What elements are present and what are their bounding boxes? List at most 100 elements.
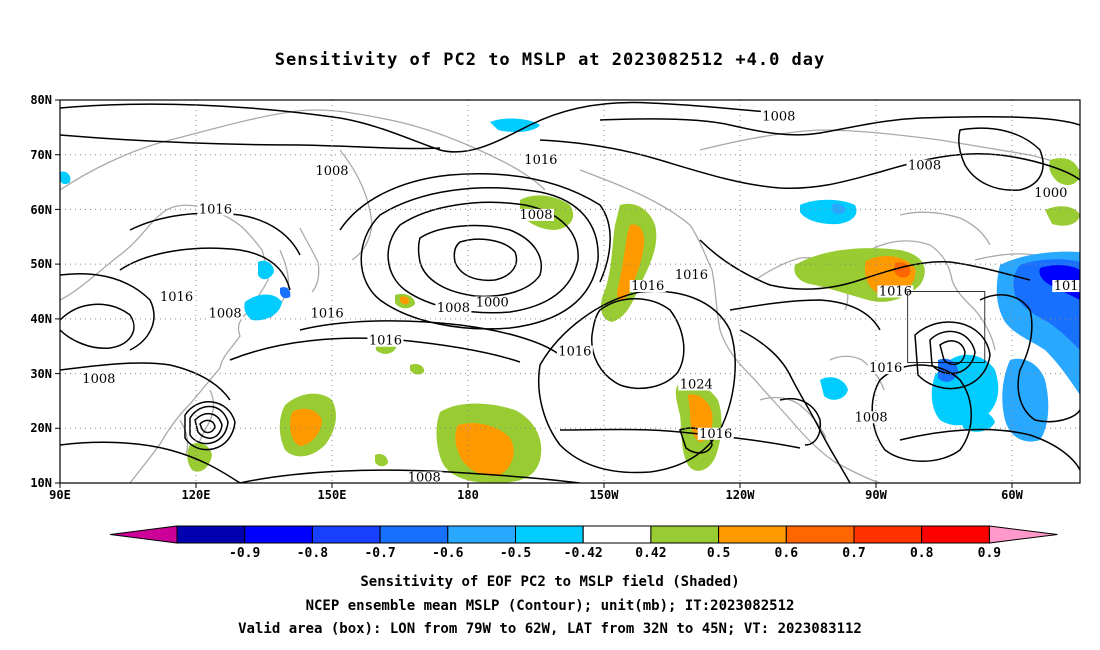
lon-label-90e: 90E (49, 488, 71, 502)
colorbar-high-triangle (988, 525, 1058, 544)
colorbar-segment (515, 525, 584, 544)
contour-labels: 1008 1016 1008 1008 1000 1016 1008 1016 1016 1008… (80, 109, 1087, 486)
contour-label: 1016 (369, 334, 402, 349)
contour-label-bg (556, 345, 593, 358)
contour-label: 1008 (519, 208, 552, 223)
latitude-labels: 80N 70N 60N 50N 40N 30N 20N 10N (30, 93, 52, 490)
colorbar: -0.9 -0.8 -0.7 -0.6 -0.5 -0.42 0.42 0.5 0.6 0.7 0.… (109, 525, 1058, 561)
contour-label: 1016 (631, 279, 664, 294)
colorbar-label: -0.5 (500, 546, 531, 561)
contour-label: 1016 (558, 345, 591, 360)
contour-label-bg (673, 269, 710, 282)
colorbar-segment (379, 525, 449, 544)
colorbar-segment (921, 525, 990, 544)
contour-label-bg (406, 471, 443, 483)
lon-label-180: 180 (457, 488, 479, 502)
contour-label: 1016 (675, 268, 708, 283)
contour-label-bg (314, 165, 350, 178)
lon-label-60w: 60W (1001, 488, 1023, 502)
contour-label-bg (853, 411, 890, 424)
lat-label-80n: 80N (30, 93, 52, 107)
contour-label-bg (158, 290, 195, 303)
lon-label-150w: 150W (590, 488, 620, 502)
lat-label-20n: 20N (30, 421, 52, 435)
colorbar-segment (650, 525, 720, 544)
contour-label-bg (80, 373, 117, 386)
colorbar-segment (311, 525, 381, 544)
contour-label-bg (522, 154, 559, 167)
colorbar-segment (176, 525, 246, 544)
colorbar-label: 0.8 (910, 546, 934, 561)
axis-ticks (55, 99, 1013, 488)
caption-contour: NCEP ensemble mean MSLP (Contour); unit(… (305, 598, 795, 614)
lat-label-40n: 40N (30, 312, 52, 326)
plot-title: Sensitivity of PC2 to MSLP at 2023082512… (274, 50, 826, 70)
contour-label: 1008 (82, 372, 115, 387)
lon-label-120w: 120W (726, 488, 756, 502)
contour-label: 1016 (524, 153, 557, 168)
colorbar-label: -0.9 (229, 546, 260, 561)
contour-label: 1016 (879, 285, 912, 300)
colorbar-segment (582, 525, 652, 544)
caption-valid-area: Valid area (box): LON from 79W to 62W, L… (238, 621, 862, 637)
contour-label: 1000 (1034, 186, 1067, 201)
contour-label: 1016 (199, 202, 232, 217)
lat-label-10n: 10N (30, 476, 52, 490)
contour-label-bg (1052, 280, 1080, 293)
contour-label: 1008 (908, 159, 941, 174)
contour-label-bg (906, 159, 943, 172)
contour-label: 1016 (869, 361, 902, 376)
lat-label-70n: 70N (30, 148, 52, 162)
mslp-contours (60, 101, 1080, 483)
contour-label: 1000 (476, 295, 509, 310)
colorbar-label: -0.7 (364, 546, 395, 561)
contour-label-bg (207, 307, 244, 320)
contour-label-bg (309, 307, 346, 320)
colorbar-label: -0.6 (432, 546, 463, 561)
contour-label-bg (697, 427, 734, 440)
contour-label-bg (877, 285, 914, 298)
colorbar-segment (853, 525, 923, 544)
colorbar-segment (785, 525, 855, 544)
contour-label: 1016 (1054, 279, 1087, 294)
lat-label-30n: 30N (30, 367, 52, 381)
contour-label: 1016 (311, 306, 344, 321)
colorbar-label: 0.9 (978, 546, 1001, 561)
contour-label: 1008 (408, 471, 441, 486)
contour-label: 1008 (437, 301, 470, 316)
colorbar-label: 0.5 (707, 546, 730, 561)
contour-label: 1016 (160, 290, 193, 305)
lat-label-50n: 50N (30, 257, 52, 271)
contour-label-bg (518, 208, 554, 221)
contour-label-bg (678, 378, 715, 391)
caption-shading: Sensitivity of EOF PC2 to MSLP field (Sh… (360, 574, 740, 590)
contour-label-bg (474, 296, 511, 309)
lon-label-150e: 150E (318, 488, 347, 502)
colorbar-label: 0.6 (775, 546, 799, 561)
colorbar-label: -0.42 (564, 546, 603, 561)
contour-label: 1008 (762, 109, 795, 124)
contour-label: 1008 (209, 306, 242, 321)
contour-label-bg (867, 362, 904, 375)
colorbar-segment (718, 525, 787, 544)
colorbar-low-triangle (109, 525, 178, 544)
contour-label-bg (760, 110, 797, 123)
map-frame (59, 99, 1081, 484)
colorbar-segment (447, 525, 516, 544)
contour-label-bg (435, 301, 472, 314)
contour-label: 1008 (855, 410, 888, 425)
contour-label-bg (1032, 187, 1069, 200)
colorbar-label: 0.42 (635, 546, 666, 561)
lon-label-120e: 120E (182, 488, 211, 502)
longitude-labels: 90E 120E 150E 180 150W 120W 90W 60W (49, 488, 1023, 502)
valid-area-box (907, 291, 986, 363)
lat-label-60n: 60N (30, 203, 52, 217)
contour-label-bg (367, 334, 404, 347)
colorbar-label: 0.7 (842, 546, 865, 561)
colorbar-segment (244, 525, 313, 544)
contour-label-bg (629, 280, 666, 293)
colorbar-label: -0.8 (297, 546, 328, 561)
lon-label-90w: 90W (865, 488, 887, 502)
contour-label: 1024 (680, 378, 713, 393)
